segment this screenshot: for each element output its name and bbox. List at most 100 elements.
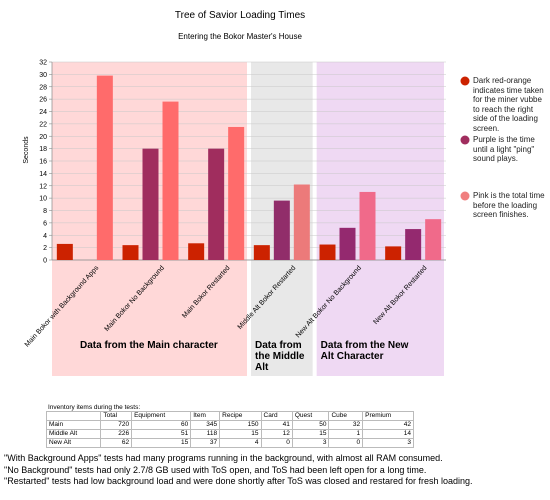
legend-swatch-icon — [460, 76, 470, 86]
table-cell: 15 — [291, 429, 330, 439]
y-tick-label: 32 — [39, 60, 47, 67]
note-background-apps: "With Background Apps" tests had many pr… — [4, 453, 443, 463]
bar — [405, 229, 422, 260]
note-restarted: "Restarted" tests had low background loa… — [4, 476, 473, 486]
table-cell: 1 — [328, 429, 364, 439]
table-cell: 12 — [260, 429, 293, 439]
y-tick-label: 0 — [43, 258, 47, 265]
bar — [385, 246, 402, 260]
table-cell: 41 — [260, 420, 293, 430]
legend-item-text: Pink is the total time before the loadin… — [473, 191, 545, 219]
table-cell: Item — [190, 411, 221, 421]
caption-spacer — [47, 403, 414, 412]
y-axis-label: Seconds — [23, 136, 30, 164]
table-cell: Total — [100, 411, 133, 421]
inventory-table: Total Equipment Item Recipe Card Quest Cube Pre… — [45, 403, 414, 448]
y-tick-label: 14 — [39, 171, 47, 178]
table-cell: 37 — [190, 438, 221, 448]
legend-item-text: Dark red-orange indicates time taken for… — [473, 76, 544, 133]
table-cell: Card — [260, 411, 293, 421]
bar — [188, 243, 205, 260]
y-tick-label: 26 — [39, 97, 47, 104]
table-cell: Quest — [291, 411, 330, 421]
bar — [253, 245, 270, 260]
notes: "With Background Apps" tests had many pr… — [4, 453, 550, 488]
table-cell: 60 — [131, 420, 192, 430]
table-cell: 4 — [219, 438, 262, 448]
bar — [293, 184, 310, 260]
region-label: Data from the New Alt Character — [321, 340, 409, 362]
legend-item-text: Purple is the time until a light "ping" … — [473, 135, 535, 163]
y-tick-label: 18 — [39, 146, 47, 153]
y-tick-label: 10 — [39, 196, 47, 203]
chart-subtitle: Entering the Bokor Master's House — [178, 32, 302, 41]
bar — [142, 148, 159, 260]
table-cell: 3 — [362, 438, 414, 448]
table-header-row: Total Equipment Item Recipe Card Quest Cube Pre… — [45, 411, 414, 421]
bar — [359, 191, 376, 260]
bar — [425, 219, 442, 260]
table-cell — [45, 411, 102, 421]
bar — [96, 75, 113, 260]
legend-swatch-icon — [460, 135, 470, 145]
table-cell: New Alt — [45, 438, 102, 448]
table-cell: 345 — [190, 420, 221, 430]
table-cell: Middle Alt — [45, 429, 102, 439]
table-cell: 0 — [328, 438, 364, 448]
bar — [122, 245, 139, 260]
table-cell: 118 — [190, 429, 221, 439]
table-cell: 15 — [219, 429, 262, 439]
table-cell: 50 — [291, 420, 330, 430]
table-cell: 0 — [260, 438, 293, 448]
y-tick-label: 8 — [43, 208, 47, 215]
table-cell: 150 — [219, 420, 262, 430]
table-row: Middle Alt 226 51 118 15 12 15 1 14 — [45, 429, 414, 439]
table-row: Main 720 60 345 150 41 50 32 42 — [45, 420, 414, 430]
legend-swatch-icon — [460, 191, 470, 201]
chart-title: Tree of Savior Loading Times — [175, 10, 305, 21]
table-cell: Cube — [328, 411, 364, 421]
region-label: Data from the Main character — [80, 340, 218, 351]
bars — [56, 75, 442, 260]
inventory-caption: Inventory items during the tests: — [48, 404, 141, 411]
y-tick-label: 28 — [39, 84, 47, 91]
gridlines — [52, 61, 446, 261]
y-tick-label: 16 — [39, 159, 47, 166]
table-cell: 32 — [328, 420, 364, 430]
table-cell: Equipment — [131, 411, 192, 421]
table-cell: 51 — [131, 429, 192, 439]
bar — [162, 101, 179, 260]
table-cell: 15 — [131, 438, 192, 448]
table-cell: Recipe — [219, 411, 262, 421]
table-cell: Main — [45, 420, 102, 430]
region-background — [316, 62, 444, 376]
legend-swatches — [460, 76, 470, 201]
bar — [339, 227, 356, 260]
y-tick-label: 20 — [39, 134, 47, 141]
table-cell: 720 — [100, 420, 133, 430]
note-no-background: "No Background" tests had only 2.7/8 GB … — [4, 464, 427, 475]
bar — [56, 243, 73, 260]
bar — [228, 126, 245, 260]
bar — [208, 148, 225, 260]
region-labels: Data from the Main character Data from the… — [80, 340, 409, 373]
table-cell: 62 — [100, 438, 133, 448]
y-tick-label: 12 — [39, 183, 47, 190]
y-tick-label: 30 — [39, 72, 47, 79]
caption-row — [47, 403, 414, 412]
table-cell: 14 — [362, 429, 414, 439]
y-tick-label: 22 — [39, 121, 47, 128]
bar — [273, 200, 290, 260]
table-cell: Premium — [362, 411, 414, 421]
table-cell: 226 — [100, 429, 133, 439]
y-tick-label: 24 — [39, 109, 47, 116]
bar — [319, 244, 336, 260]
table-cell: 42 — [362, 420, 414, 430]
table-cell: 3 — [291, 438, 330, 448]
region-label: Data from the Middle Alt — [255, 340, 305, 373]
y-tick-label: 4 — [43, 233, 47, 240]
y-tick-label: 2 — [43, 245, 47, 252]
y-tick-label: 6 — [43, 220, 47, 227]
